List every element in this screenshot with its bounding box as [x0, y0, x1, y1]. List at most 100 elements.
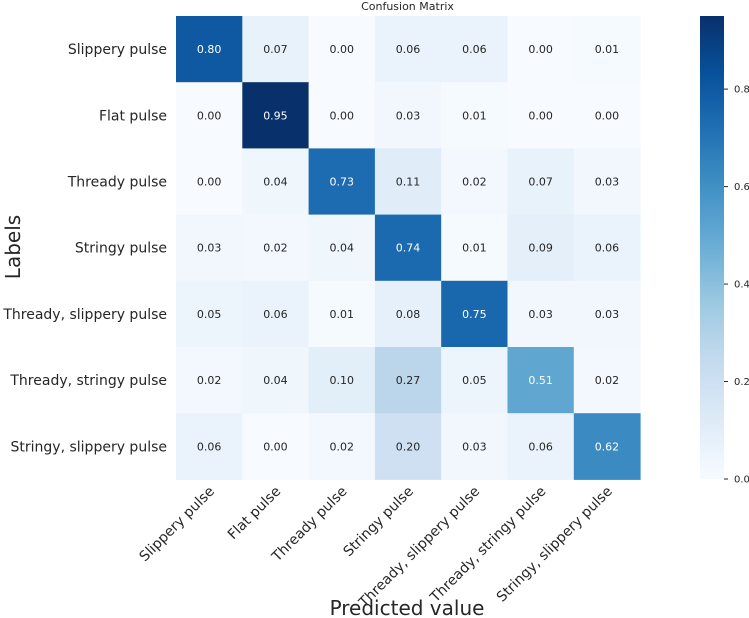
cell-value-label: 0.75	[462, 308, 487, 321]
cell-value-label: 0.06	[396, 43, 421, 56]
heatmap-cell	[573, 214, 641, 282]
cell-value-label: 0.03	[595, 308, 620, 321]
cell-value-label: 0.04	[330, 242, 355, 255]
y-tick-label: Thready pulse	[67, 175, 167, 191]
cell-value-label: 0.01	[462, 242, 487, 255]
heatmap-cell	[507, 214, 575, 282]
cell-value-label: 0.06	[263, 308, 288, 321]
cell-value-label: 0.01	[462, 109, 487, 122]
cell-value-label: 0.04	[263, 176, 288, 189]
heatmap-cell	[374, 280, 442, 348]
heatmap-cell-labels: 0.80 0.07 0.00 0.06 0.06 0.00 0.01 0.00 0.95 0.00…	[197, 43, 619, 453]
colorbar	[700, 16, 724, 479]
cell-value-label: 0.95	[263, 109, 288, 122]
heatmap-cell	[242, 82, 310, 149]
heatmap-cell	[441, 82, 508, 149]
cell-value-label: 0.05	[462, 374, 487, 387]
cell-value-label: 0.74	[396, 242, 421, 255]
heatmap-cell	[441, 148, 508, 216]
cell-value-label: 0.07	[263, 43, 288, 56]
cell-value-label: 0.10	[330, 374, 355, 387]
heatmap-cell	[573, 16, 641, 83]
y-tick-label: Slippery pulse	[68, 42, 167, 58]
heatmap-cell	[308, 16, 376, 83]
x-tick-label: Thready, slippery pulse	[355, 484, 483, 612]
cell-value-label: 0.06	[595, 242, 620, 255]
heatmap-cell	[242, 413, 310, 480]
heatmap-cell	[176, 413, 243, 480]
cell-value-label: 0.20	[396, 440, 421, 453]
x-tick-label: Stringy, slippery pulse	[494, 484, 616, 606]
heatmap-cell	[308, 280, 376, 348]
colorbar-tick-label: 0.8	[734, 85, 749, 96]
heatmap-cell	[507, 413, 575, 480]
chart-title: Confusion Matrix	[361, 0, 454, 13]
heatmap-cell	[441, 413, 508, 480]
cell-value-label: 0.02	[263, 242, 288, 255]
cell-value-label: 0.07	[528, 176, 553, 189]
cell-value-label: 0.00	[528, 43, 553, 56]
heatmap-cell	[308, 148, 376, 216]
colorbar-tick-label: 0.0	[734, 475, 749, 486]
colorbar-tick-label: 0.6	[734, 182, 749, 193]
heatmap-cell	[507, 148, 575, 216]
y-tick-label: Stringy pulse	[75, 241, 167, 257]
heatmap-cell	[176, 82, 243, 149]
cell-value-label: 0.03	[528, 308, 553, 321]
heatmap-cell	[176, 214, 243, 282]
cell-value-label: 0.02	[330, 440, 355, 453]
cell-value-label: 0.03	[396, 109, 421, 122]
heatmap-cell	[242, 16, 310, 83]
heatmap-cell	[242, 148, 310, 216]
heatmap-cell	[573, 413, 641, 480]
cell-value-label: 0.27	[396, 374, 421, 387]
heatmap-cell	[441, 280, 508, 348]
heatmap-cell	[242, 347, 310, 414]
cell-value-label: 0.00	[197, 176, 222, 189]
cell-value-label: 0.02	[462, 176, 487, 189]
y-tick-label: Flat pulse	[99, 108, 167, 124]
heatmap-cell	[507, 16, 575, 83]
y-tick-label: Thready, slippery pulse	[2, 307, 167, 323]
heatmap-cell	[308, 214, 376, 282]
colorbar-tick-label: 0.4	[734, 280, 749, 291]
heatmap-cell	[176, 148, 243, 216]
colorbar-ticks: 0.0 0.2 0.4 0.6 0.8	[724, 85, 749, 486]
cell-value-label: 0.11	[396, 176, 421, 189]
cell-value-label: 0.03	[197, 242, 222, 255]
heatmap-cell	[374, 16, 442, 83]
y-axis-label: Labels	[1, 215, 25, 279]
heatmap-cell	[374, 214, 442, 282]
cell-value-label: 0.03	[462, 440, 487, 453]
cell-value-label: 0.06	[528, 440, 553, 453]
cell-value-label: 0.04	[263, 374, 288, 387]
cell-value-label: 0.80	[197, 43, 222, 56]
cell-value-label: 0.06	[197, 440, 222, 453]
heatmap-cell	[308, 347, 376, 414]
y-tick-labels: Slippery pulse Flat pulse Thready pulse Str…	[2, 42, 167, 455]
heatmap-cell	[308, 82, 376, 149]
cell-value-label: 0.05	[197, 308, 222, 321]
cell-value-label: 0.01	[330, 308, 355, 321]
cell-value-label: 0.00	[330, 109, 355, 122]
heatmap-cell	[573, 82, 641, 149]
heatmap-cell	[507, 280, 575, 348]
cell-value-label: 0.00	[330, 43, 355, 56]
heatmap-cell	[441, 214, 508, 282]
x-tick-label: Slippery pulse	[137, 484, 218, 565]
cell-value-label: 0.00	[197, 109, 222, 122]
y-tick-label: Stringy, slippery pulse	[11, 439, 167, 455]
cell-value-label: 0.08	[396, 308, 421, 321]
cell-value-label: 0.51	[528, 374, 553, 387]
heatmap-cell	[242, 214, 310, 282]
cell-value-label: 0.03	[595, 176, 620, 189]
cell-value-label: 0.00	[263, 440, 288, 453]
x-tick-label: Thready, stringy pulse	[427, 484, 550, 607]
heatmap-cell	[242, 280, 310, 348]
cell-value-label: 0.62	[595, 440, 620, 453]
heatmap-cell	[176, 16, 243, 83]
heatmap-cell	[507, 82, 575, 149]
heatmap-cell	[374, 82, 442, 149]
heatmap-cell	[441, 16, 508, 83]
